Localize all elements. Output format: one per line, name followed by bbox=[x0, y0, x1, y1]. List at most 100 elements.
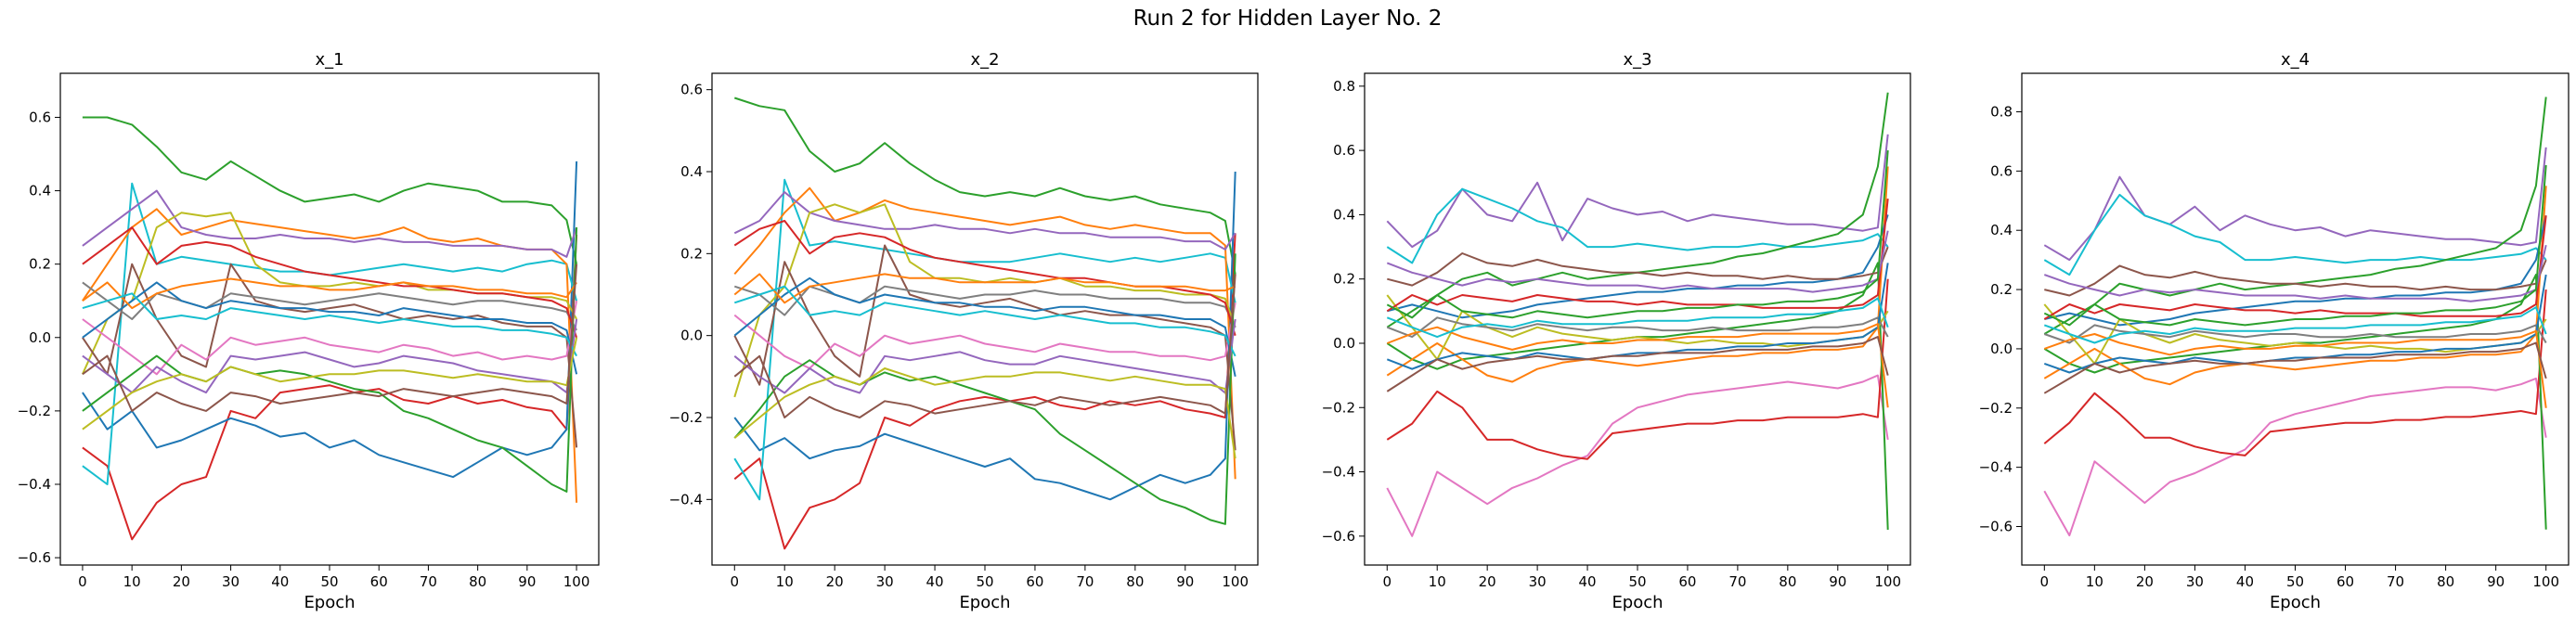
y-tick-label: −0.2 bbox=[1979, 400, 2013, 417]
x-tick-label: 20 bbox=[2136, 573, 2154, 590]
y-tick-label: −0.4 bbox=[18, 476, 51, 493]
series-line-13 bbox=[2043, 274, 2547, 374]
y-tick-label: −0.2 bbox=[18, 403, 51, 419]
series-group bbox=[1386, 92, 1889, 537]
series-line-5 bbox=[2043, 96, 2547, 335]
subplot-2: 0 10 20 30 40 50 60 70 80 90 100 −0.4 −0.2 0.0 0.2 0.4 0… bbox=[669, 50, 1259, 612]
x-tick-label: 70 bbox=[1076, 573, 1094, 590]
series-line-4 bbox=[82, 182, 578, 485]
series-line-13 bbox=[82, 227, 578, 493]
x-tick-label: 0 bbox=[1383, 573, 1392, 590]
y-tick-label: −0.2 bbox=[669, 409, 703, 426]
x-tick-label: 30 bbox=[1529, 573, 1547, 590]
x-tick-label: 20 bbox=[826, 573, 844, 590]
y-tick-label: 0.4 bbox=[1333, 206, 1355, 223]
x-tick-label: 30 bbox=[222, 573, 239, 590]
series-line-13 bbox=[733, 253, 1236, 525]
series-line-1 bbox=[82, 116, 578, 264]
x-axis-label: Epoch bbox=[2270, 593, 2321, 612]
x-tick-label: 90 bbox=[2487, 573, 2505, 590]
series-line-15 bbox=[2043, 244, 2547, 302]
x-tick-label: 10 bbox=[123, 573, 141, 590]
series-line-17 bbox=[2043, 341, 2547, 394]
x-tick-label: 50 bbox=[2286, 573, 2304, 590]
subplot-4: 0 10 20 30 40 50 60 70 80 90 100 −0.6 −0.4 −0.2 0.0 0.2… bbox=[1979, 50, 2570, 612]
series-line-8 bbox=[2044, 215, 2547, 327]
x-tick-label: 0 bbox=[2040, 573, 2050, 590]
x-tick-label: 70 bbox=[420, 573, 437, 590]
series-line-5 bbox=[733, 186, 1236, 480]
y-tick-label: −0.4 bbox=[1322, 464, 1355, 481]
series-line-9 bbox=[733, 302, 1236, 369]
series-line-15 bbox=[82, 318, 578, 394]
y-tick-label: 0.4 bbox=[680, 163, 703, 180]
x-tick-label: 40 bbox=[2236, 573, 2254, 590]
series-line-14 bbox=[2043, 329, 2547, 408]
series-line-6 bbox=[733, 191, 1236, 251]
series-group bbox=[733, 96, 1236, 550]
series-line-16 bbox=[733, 285, 1236, 357]
series-line-12 bbox=[2043, 215, 2547, 320]
x-tick-label: 30 bbox=[876, 573, 894, 590]
subplot-title: x_1 bbox=[315, 50, 343, 70]
series-line-18 bbox=[2043, 164, 2547, 327]
series-line-18 bbox=[733, 274, 1236, 418]
subplot-title: x_4 bbox=[2281, 50, 2310, 70]
series-line-15 bbox=[733, 318, 1236, 394]
x-tick-label: 80 bbox=[2437, 573, 2454, 590]
axes-frame bbox=[711, 72, 1259, 566]
x-tick-label: 10 bbox=[2086, 573, 2104, 590]
y-tick-label: 0.2 bbox=[1333, 271, 1355, 288]
series-line-2 bbox=[82, 234, 578, 541]
series-line-14 bbox=[82, 277, 577, 310]
x-tick-label: 50 bbox=[976, 573, 993, 590]
x-tick-label: 0 bbox=[731, 573, 740, 590]
series-group bbox=[2043, 96, 2547, 537]
series-line-6 bbox=[1386, 262, 1889, 530]
series-line-14 bbox=[733, 273, 1236, 304]
y-tick-label: 0.0 bbox=[1990, 341, 2013, 357]
series-line-5 bbox=[1386, 92, 1889, 328]
series-line-17 bbox=[1386, 336, 1889, 392]
series-line-13 bbox=[1386, 263, 1889, 370]
y-tick-label: −0.6 bbox=[1979, 518, 2013, 534]
series-line-18 bbox=[1386, 150, 1889, 319]
subplot-1: 0 10 20 30 40 50 60 70 80 90 100 −0.6 −0.4 −0.2 0.0 0.2… bbox=[18, 50, 600, 612]
series-line-16 bbox=[1386, 297, 1889, 339]
series-line-2 bbox=[1386, 187, 1889, 264]
series-line-4 bbox=[2043, 289, 2547, 456]
series-line-16 bbox=[82, 292, 577, 357]
y-tick-label: 0.2 bbox=[29, 256, 51, 273]
series-line-11 bbox=[82, 226, 578, 339]
series-line-1 bbox=[2043, 147, 2547, 262]
x-tick-label: 100 bbox=[1222, 573, 1249, 590]
series-line-8 bbox=[733, 244, 1236, 451]
x-tick-label: 50 bbox=[1628, 573, 1646, 590]
y-tick-label: −0.4 bbox=[1979, 459, 2013, 476]
x-axis-label: Epoch bbox=[304, 593, 355, 612]
y-tick-label: −0.2 bbox=[1322, 399, 1355, 416]
y-tick-label: −0.4 bbox=[669, 491, 703, 508]
series-line-3 bbox=[733, 171, 1236, 501]
series-line-16 bbox=[2043, 306, 2547, 344]
series-line-18 bbox=[82, 264, 578, 412]
subplot-title: x_3 bbox=[1623, 50, 1651, 70]
subplot-3: 0 10 20 30 40 50 60 70 80 90 100 −0.6 −0.4 −0.2 0.0 0.2… bbox=[1322, 50, 1911, 612]
x-tick-label: 80 bbox=[1126, 573, 1144, 590]
x-tick-label: 90 bbox=[518, 573, 536, 590]
x-tick-label: 10 bbox=[776, 573, 794, 590]
y-tick-label: 0.6 bbox=[680, 82, 703, 98]
series-line-1 bbox=[733, 96, 1236, 275]
series-line-14 bbox=[1386, 323, 1889, 408]
series-line-12 bbox=[1386, 198, 1889, 313]
y-tick-label: 0.0 bbox=[29, 329, 51, 346]
y-tick-label: 0.2 bbox=[680, 245, 703, 262]
series-line-11 bbox=[733, 220, 1236, 336]
subplot-title: x_2 bbox=[970, 50, 999, 70]
y-tick-label: 0.0 bbox=[680, 328, 703, 344]
series-line-6 bbox=[82, 189, 578, 258]
series-line-4 bbox=[1386, 278, 1889, 460]
series-line-9 bbox=[1387, 246, 1889, 287]
x-axis-label: Epoch bbox=[959, 593, 1010, 612]
figure-title: Run 2 for Hidden Layer No. 2 bbox=[1133, 6, 1443, 31]
